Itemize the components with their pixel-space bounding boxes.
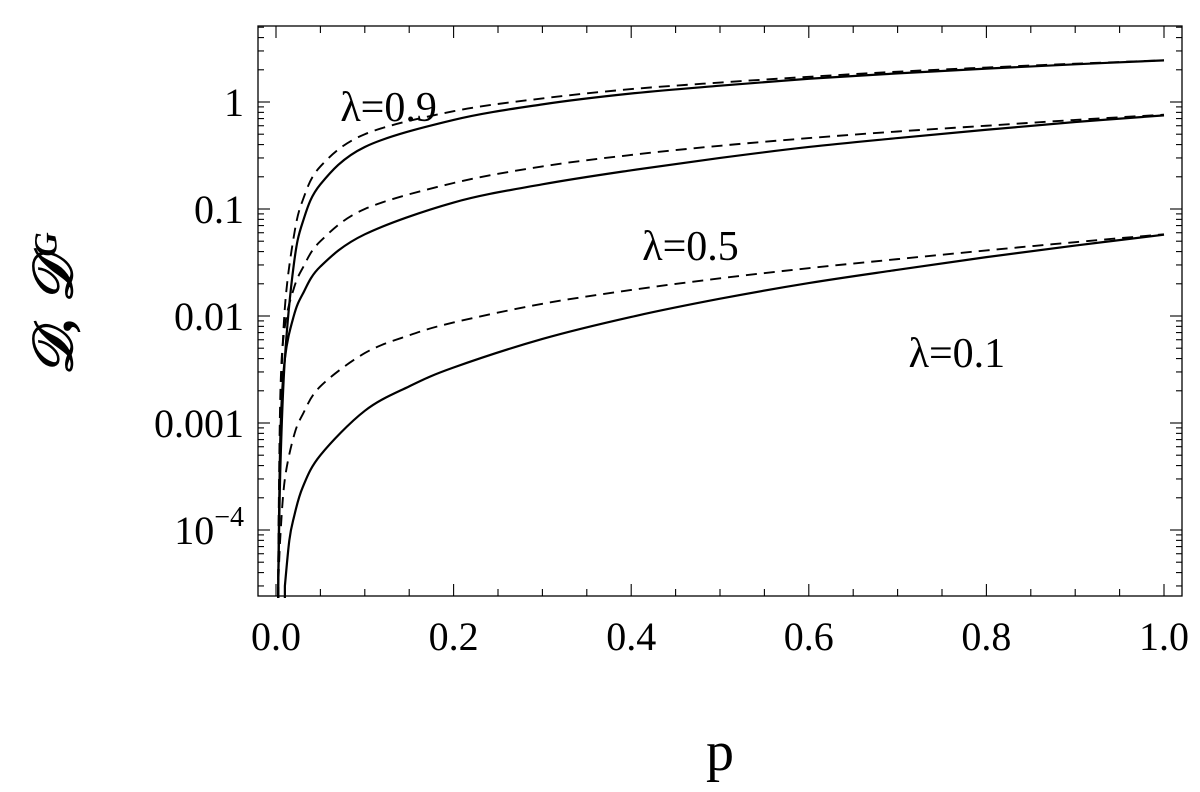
axis-ticks [258,26,1182,596]
curves [277,59,1165,598]
x-axis-label: p [706,721,734,783]
series-4-solid-line [283,233,1165,598]
series-0-solid-line [277,59,1165,598]
x-tick-label: 0.4 [606,614,656,659]
x-tick-label: 0.0 [251,614,301,659]
y-tick-label: 10−4 [174,502,244,553]
y-tick-label: 1 [224,80,244,125]
y-tick-label: 0.1 [194,187,244,232]
curve-annotation: λ=0.1 [909,331,1006,377]
plot-frame [257,25,1183,597]
y-tick-label: 0.001 [154,401,244,446]
x-tick-label: 0.6 [784,614,834,659]
tick-labels: 0.0 0.2 0.4 0.6 0.8 1.0 10−4 0.001 0.01 0.1 1 [154,80,1189,659]
y-tick-label: 0.01 [174,294,244,339]
x-tick-label: 1.0 [1139,614,1189,659]
x-tick-label: 0.2 [429,614,479,659]
y-axis-label: 𝒟, 𝒟ᴳ [23,232,85,375]
x-tick-label: 0.8 [961,614,1011,659]
series-5-dashed-line [277,233,1165,598]
series-3-dashed-line [277,113,1165,598]
curve-annotation: λ=0.5 [642,224,739,270]
series-2-solid-line [277,114,1165,598]
series-1-dashed-line [277,59,1165,598]
curve-annotation: λ=0.9 [340,85,437,131]
annotations: λ=0.9 λ=0.5 λ=0.1 [340,85,1005,377]
